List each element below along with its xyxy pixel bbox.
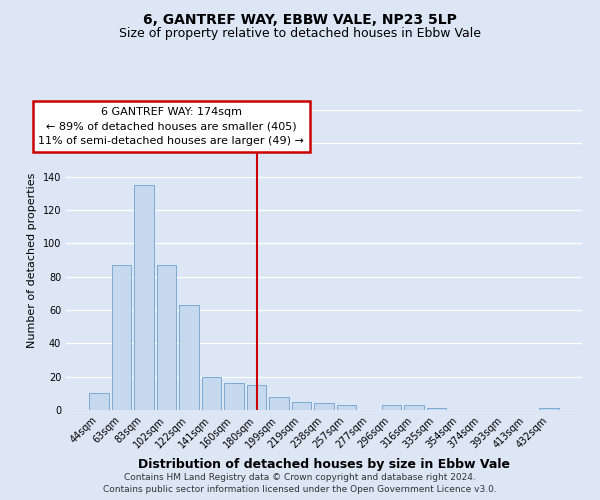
Bar: [382, 405, 401, 410]
Bar: [89, 394, 109, 410]
Bar: [157, 265, 176, 410]
Bar: [224, 384, 244, 410]
Y-axis label: Number of detached properties: Number of detached properties: [27, 172, 37, 348]
Bar: [337, 405, 356, 410]
Text: Size of property relative to detached houses in Ebbw Vale: Size of property relative to detached ho…: [119, 28, 481, 40]
Text: Contains HM Land Registry data © Crown copyright and database right 2024.: Contains HM Land Registry data © Crown c…: [124, 472, 476, 482]
Bar: [314, 404, 334, 410]
Bar: [134, 185, 154, 410]
Text: Contains public sector information licensed under the Open Government Licence v3: Contains public sector information licen…: [103, 485, 497, 494]
X-axis label: Distribution of detached houses by size in Ebbw Vale: Distribution of detached houses by size …: [138, 458, 510, 471]
Text: 6 GANTREF WAY: 174sqm
← 89% of detached houses are smaller (405)
11% of semi-det: 6 GANTREF WAY: 174sqm ← 89% of detached …: [38, 107, 304, 146]
Bar: [539, 408, 559, 410]
Bar: [247, 385, 266, 410]
Bar: [112, 265, 131, 410]
Bar: [427, 408, 446, 410]
Bar: [292, 402, 311, 410]
Bar: [404, 405, 424, 410]
Bar: [202, 376, 221, 410]
Text: 6, GANTREF WAY, EBBW VALE, NP23 5LP: 6, GANTREF WAY, EBBW VALE, NP23 5LP: [143, 12, 457, 26]
Bar: [269, 396, 289, 410]
Bar: [179, 305, 199, 410]
